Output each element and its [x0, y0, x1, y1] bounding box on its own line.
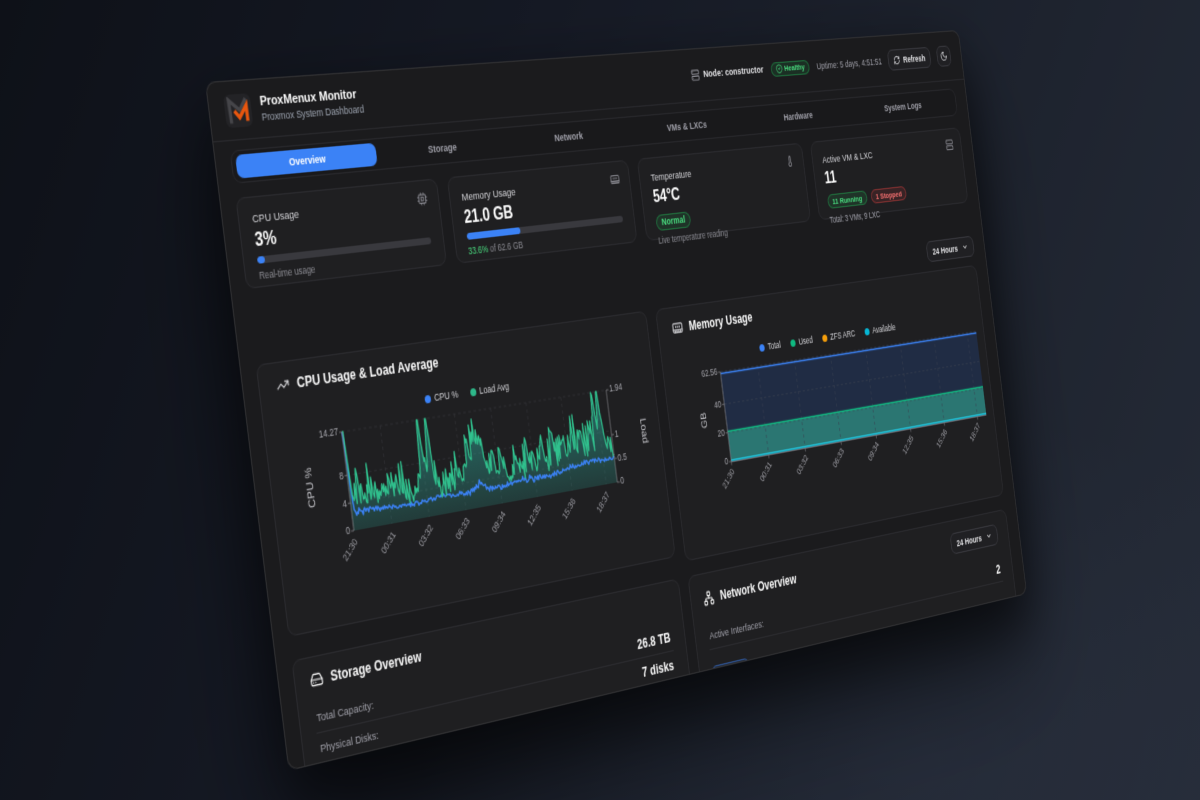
svg-text:15:36: 15:36	[560, 496, 577, 521]
svg-text:1: 1	[614, 428, 619, 439]
svg-text:06:33: 06:33	[831, 446, 845, 470]
svg-text:21:30: 21:30	[721, 466, 736, 490]
svg-text:15:36: 15:36	[935, 427, 949, 450]
svg-text:18:37: 18:37	[595, 489, 611, 514]
svg-text:0: 0	[345, 525, 351, 537]
svg-text:62.56: 62.56	[701, 367, 718, 380]
svg-text:20: 20	[717, 427, 725, 439]
svg-text:09:34: 09:34	[490, 509, 507, 535]
svg-text:8: 8	[338, 469, 344, 481]
svg-text:0: 0	[620, 475, 625, 486]
svg-text:09:34: 09:34	[866, 439, 880, 462]
svg-text:03:32: 03:32	[417, 522, 435, 548]
svg-text:0: 0	[724, 456, 729, 467]
svg-text:4: 4	[342, 497, 348, 509]
svg-text:12:35: 12:35	[525, 502, 542, 528]
svg-text:00:31: 00:31	[758, 459, 773, 483]
svg-text:Load: Load	[638, 417, 650, 444]
svg-text:21:30: 21:30	[340, 536, 359, 563]
svg-text:06:33: 06:33	[453, 515, 471, 541]
svg-text:12:35: 12:35	[901, 433, 915, 456]
svg-text:0.5: 0.5	[617, 450, 628, 462]
svg-text:14.27: 14.27	[318, 426, 339, 441]
svg-text:03:32: 03:32	[795, 453, 810, 477]
svg-text:GB: GB	[699, 411, 710, 429]
svg-text:CPU %: CPU %	[302, 467, 318, 509]
svg-text:18:37: 18:37	[968, 421, 981, 444]
svg-text:40: 40	[714, 399, 722, 411]
svg-text:1.94: 1.94	[609, 381, 623, 394]
svg-text:00:31: 00:31	[379, 529, 397, 556]
